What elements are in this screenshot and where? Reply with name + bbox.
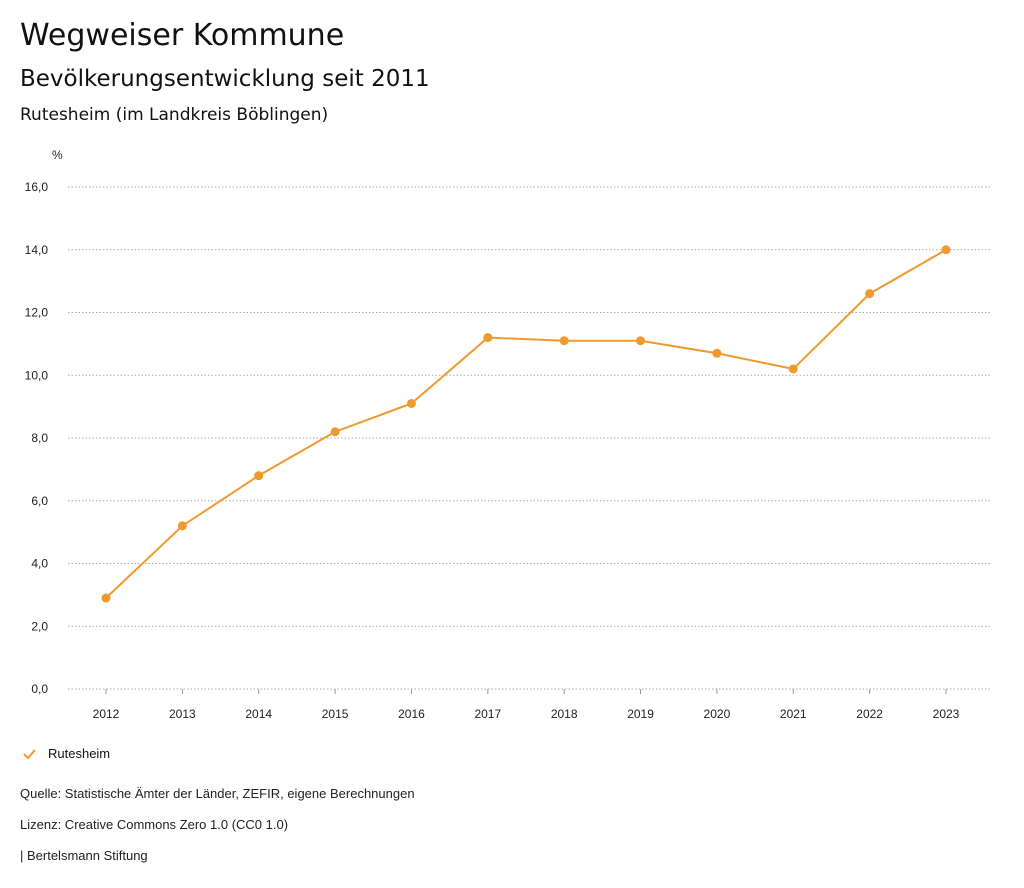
data-point[interactable] [101, 593, 111, 603]
data-point[interactable] [483, 333, 493, 343]
data-point[interactable] [636, 336, 646, 346]
x-tick-label: 2019 [627, 707, 654, 721]
data-point[interactable] [788, 364, 798, 374]
legend-item-rutesheim[interactable]: Rutesheim [22, 746, 110, 761]
region-label: Rutesheim (im Landkreis Böblingen) [20, 105, 329, 125]
x-tick-label: 2018 [551, 707, 578, 721]
legend-label: Rutesheim [48, 746, 111, 761]
y-axis-unit: % [52, 148, 63, 162]
data-point[interactable] [254, 471, 264, 481]
y-tick-label: 0,0 [31, 682, 48, 696]
y-tick-label: 6,0 [31, 494, 48, 508]
y-tick-label: 16,0 [25, 180, 49, 194]
x-tick-label: 2015 [322, 707, 349, 721]
x-tick-label: 2016 [398, 707, 425, 721]
y-tick-label: 12,0 [25, 306, 49, 320]
check-icon [23, 748, 36, 759]
chart-subtitle: Bevölkerungsentwicklung seit 2011 [20, 66, 430, 92]
x-tick-label: 2023 [933, 707, 960, 721]
data-point[interactable] [406, 398, 416, 408]
y-tick-label: 4,0 [31, 557, 48, 571]
publisher-note: | Bertelsmann Stiftung [20, 848, 148, 863]
source-note: Quelle: Statistische Ämter der Länder, Z… [20, 786, 415, 801]
x-tick-label: 2022 [856, 707, 883, 721]
x-tick-label: 2020 [704, 707, 731, 721]
y-tick-label: 10,0 [25, 368, 49, 382]
series-line [105, 248, 947, 599]
x-tick-label: 2021 [780, 707, 807, 721]
y-tick-label: 2,0 [31, 619, 48, 633]
data-point[interactable] [177, 521, 187, 531]
data-point[interactable] [330, 427, 340, 437]
data-point[interactable] [941, 245, 951, 255]
x-tick-label: 2014 [245, 707, 272, 721]
x-tick-label: 2013 [169, 707, 196, 721]
data-point[interactable] [559, 336, 569, 346]
y-tick-label: 8,0 [31, 431, 48, 445]
x-tick-label: 2017 [474, 707, 501, 721]
license-note: Lizenz: Creative Commons Zero 1.0 (CC0 1… [20, 817, 289, 832]
data-point[interactable] [865, 289, 875, 299]
data-point[interactable] [712, 348, 722, 358]
y-tick-label: 14,0 [25, 243, 49, 257]
x-tick-label: 2012 [93, 707, 120, 721]
page-title: Wegweiser Kommune [20, 18, 345, 53]
line-chart: % 0,0 2,0 4,0 6,0 8,0 10,0 12,0 14,0 16,0 2012 201… [25, 148, 990, 721]
